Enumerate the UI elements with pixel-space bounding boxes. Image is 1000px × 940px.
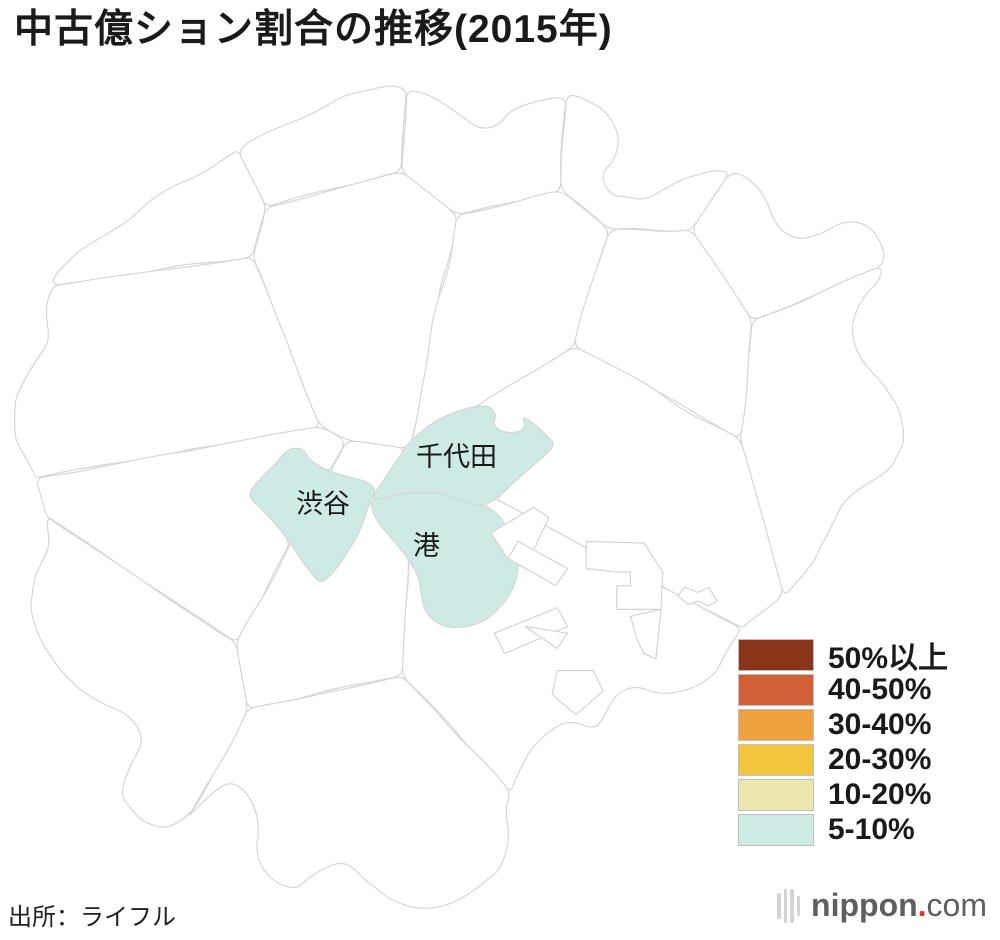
svg-text:渋谷: 渋谷 [296, 489, 350, 519]
svg-text:港: 港 [413, 531, 440, 561]
svg-text:千代田: 千代田 [416, 442, 497, 472]
